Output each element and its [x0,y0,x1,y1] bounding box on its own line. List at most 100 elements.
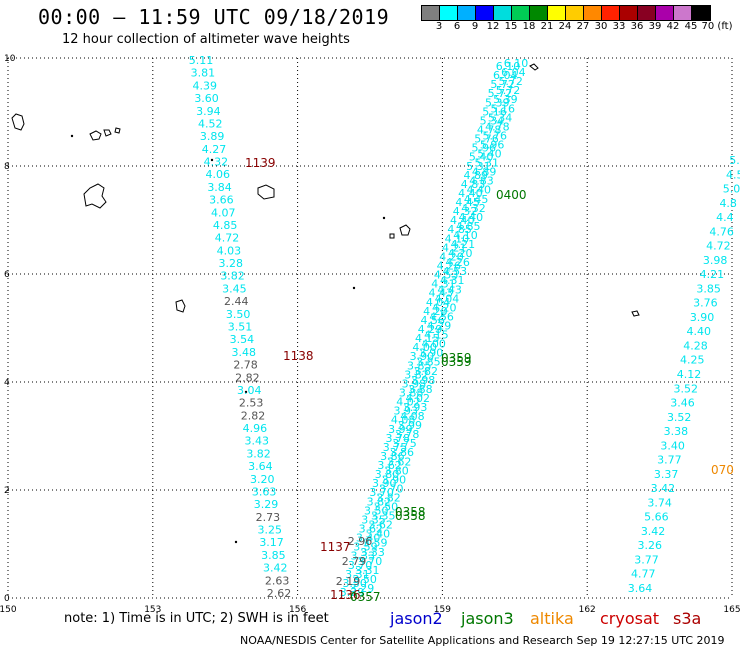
swh-value-middle-track: 3.29 [340,586,365,599]
swh-value-middle-track: 3.85 [416,356,441,369]
pass-time-label: 0357 [350,590,381,604]
swh-value-right-track: 4.4 [716,211,734,224]
swh-value-right-track: 3.52 [667,411,692,424]
swh-value-middle-track: 3.59 [363,537,388,550]
legend-swatch [494,6,512,20]
swh-value-middle-track: 4.00 [421,338,446,351]
legend-jason2: jason2 [390,609,443,628]
swh-value-middle-track: 3.86 [390,446,415,459]
legend-swatch [656,6,674,20]
swh-value-left-track: 3.89 [200,130,225,143]
swh-value-right-track: 3.46 [670,397,695,410]
swh-value-middle-track: 4.15 [424,329,449,342]
legend-label: 45 [684,21,698,32]
swh-value-left-track: 3.29 [254,498,279,511]
swh-value-left-track: 2.82 [241,409,266,422]
swh-value-middle-track: 4.10 [445,232,470,245]
swh-value-middle-track: 3.62 [368,519,393,532]
swh-value-middle-track: 3.75 [383,441,408,454]
legend-altika: altika [530,609,574,628]
swh-value-middle-track: 3.70 [348,559,373,572]
swh-value-right-track: 3.77 [657,454,682,467]
pass-time-label: 1138 [283,349,314,363]
legend-label: 70 (ft) [701,21,733,32]
swh-value-middle-track: 5.76 [474,133,499,146]
swh-value-middle-track: 4.83 [461,178,486,191]
swh-value-middle-track: 3.40 [366,528,391,541]
island-outline [529,63,539,71]
swh-value-left-track: 3.60 [194,92,219,105]
swh-value-middle-track: 6.04 [493,69,518,82]
swh-value-middle-track: 4.08 [391,414,416,427]
swh-value-middle-track: 5.96 [480,138,505,151]
swh-value-middle-track: 3.50 [342,577,367,590]
legend-cryosat: cryosat [600,609,660,628]
swh-value-middle-track: 4.26 [437,260,462,273]
swh-value-middle-track: 4.32 [461,202,486,215]
swh-value-middle-track: 5.72 [488,87,513,100]
swh-value-middle-track: 3.62 [359,523,384,536]
swh-value-right-track: 3.74 [647,496,672,509]
swh-value-left-track: 3.42 [263,562,288,575]
swh-value-middle-track: 4.04 [435,292,460,305]
legend-label: 27 [576,21,590,32]
swh-value-middle-track: 3.29 [350,582,375,595]
swh-value-middle-track: 4.45 [455,196,480,209]
swh-value-middle-track: 3.70 [358,555,383,568]
pass-time-label: 1137 [320,540,351,554]
swh-value-left-track: 3.45 [222,282,247,295]
islet-dot [210,158,214,162]
swh-value-middle-track: 4.29 [418,323,443,336]
y-tick-label: 2 [4,486,10,496]
x-tick-label: 165 [723,605,740,615]
swh-value-middle-track: 3.82 [413,365,438,378]
swh-value-middle-track: 3.35 [371,510,396,523]
legend-label: 42 [666,21,680,32]
swh-value-middle-track: 5.72 [498,75,523,88]
swh-value-middle-track: 4.40 [459,211,484,224]
swh-value-middle-track: 4.20 [423,305,448,318]
swh-value-middle-track: 5.72 [490,78,515,91]
legend-swatch [692,6,710,20]
swh-value-middle-track: 3.98 [402,377,427,390]
swh-value-middle-track: 4.20 [439,250,464,263]
swh-value-left-track: 2.78 [233,359,258,372]
pass-time-label: 0358 [395,505,426,519]
island-outline [389,233,395,239]
swh-value-left-track: 3.43 [244,435,269,448]
legend-label: 18 [522,21,536,32]
swh-value-middle-track: 3.50 [364,504,389,517]
y-tick-label: 6 [4,270,10,280]
swh-value-middle-track: 3.90 [382,473,407,486]
swh-value-right-track: 4.77 [631,568,656,581]
swh-value-middle-track: 4.04 [426,296,451,309]
swh-value-left-track: 3.82 [220,270,245,283]
swh-value-middle-track: 4.00 [412,341,437,354]
pass-time-label: 0358 [395,509,426,523]
swh-value-left-track: 2.53 [239,397,264,410]
swh-value-middle-track: 3.80 [384,464,409,477]
island-outline [175,299,186,313]
swh-value-middle-track: 4.20 [432,301,457,314]
legend-swatch [512,6,530,20]
swh-value-left-track: 3.50 [226,308,251,321]
swh-value-left-track: 3.48 [231,346,256,359]
x-tick-label: 153 [144,605,161,615]
legend-label: 15 [504,21,518,32]
swh-value-right-track: 5.66 [644,511,669,524]
swh-value-middle-track: 3.82 [404,368,429,381]
swh-value-right-track: 4.40 [687,325,712,338]
swh-value-middle-track: 4.02 [396,396,421,409]
swh-value-middle-track: 4.02 [406,392,431,405]
swh-value-middle-track: 3.78 [395,428,420,441]
legend-label: 9 [471,21,479,32]
swh-value-middle-track: 4.32 [453,205,478,218]
swh-value-left-track: 3.25 [257,524,282,537]
swh-value-middle-track: 3.88 [399,386,424,399]
y-tick-label: 4 [4,378,10,388]
swh-value-middle-track: 4.31 [440,274,465,287]
swh-value-left-track: 3.82 [246,447,271,460]
swh-value-left-track: 3.64 [248,460,273,473]
island-outline [89,130,102,141]
